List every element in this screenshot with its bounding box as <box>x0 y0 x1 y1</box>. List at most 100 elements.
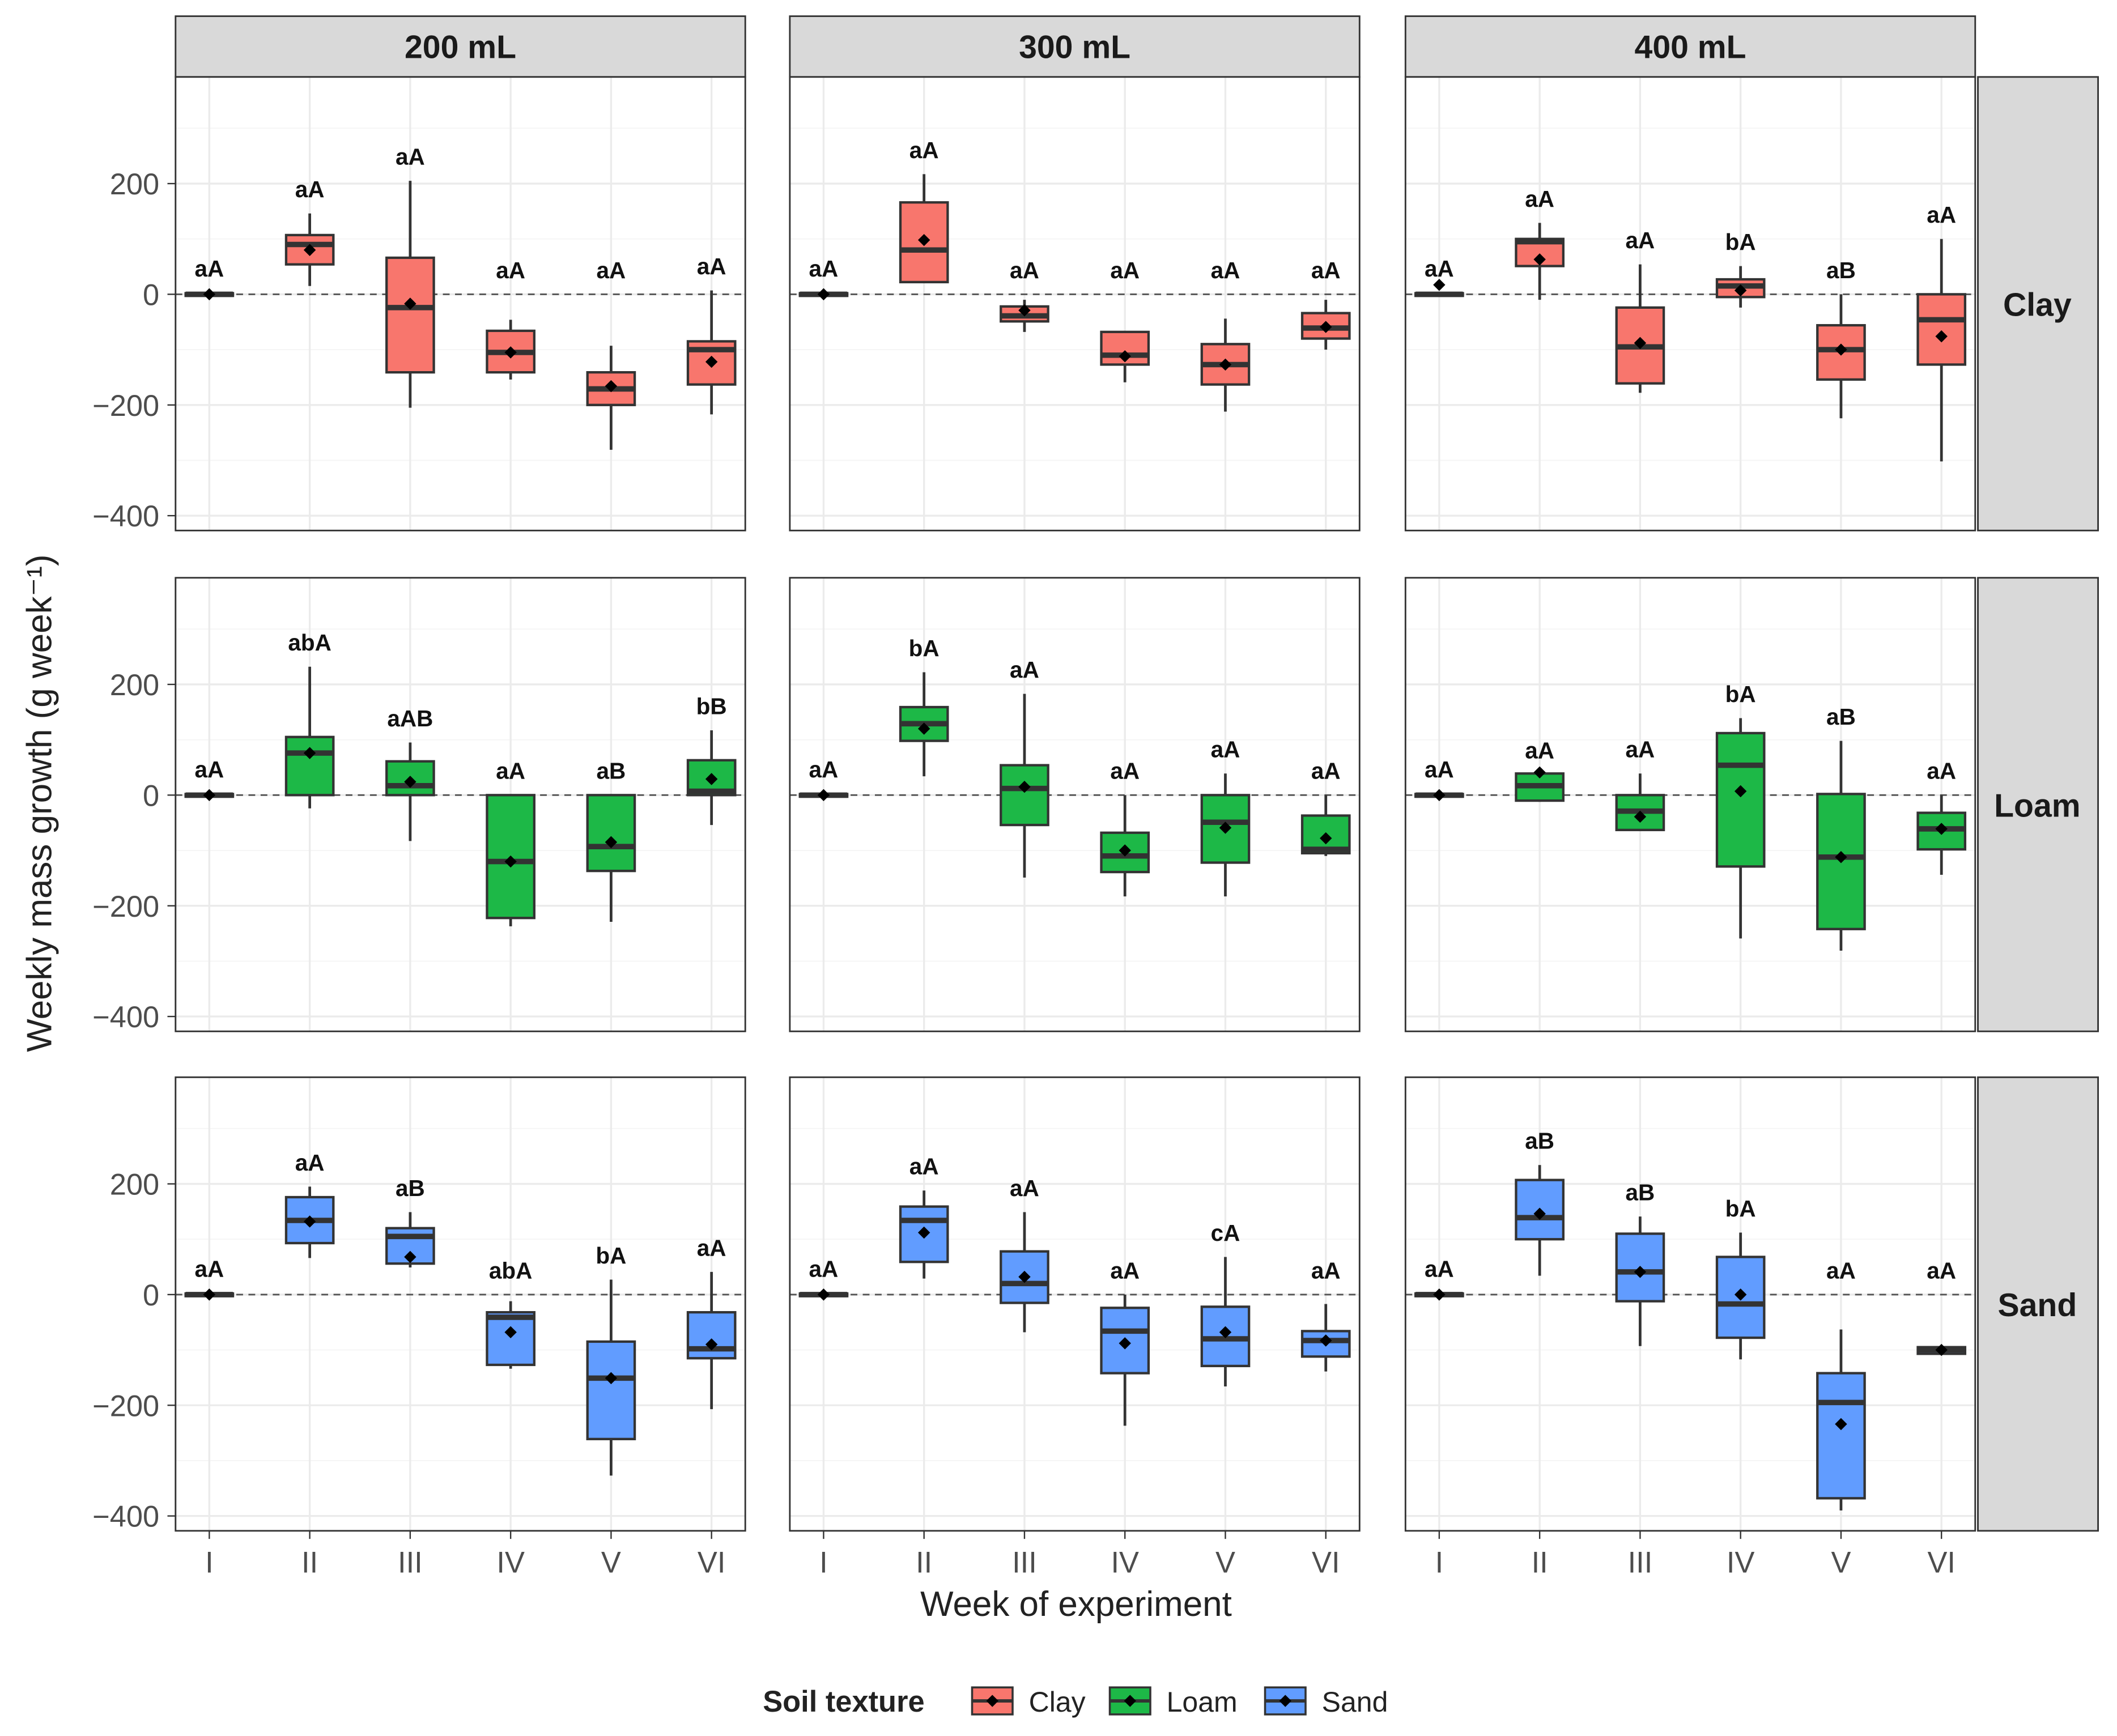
panel-background <box>1405 577 1975 1032</box>
x-axis-title: Week of experiment <box>920 1585 1232 1624</box>
x-tick-label: III <box>1628 1547 1653 1580</box>
mean-point <box>1935 1343 1948 1356</box>
significance-letter: aA <box>295 176 325 202</box>
mean-point <box>303 747 316 759</box>
mean-point <box>705 773 718 785</box>
panel-clay-200ml: aA aA aA aA aA aA <box>175 76 746 531</box>
y-tick-label: −400 <box>92 500 159 533</box>
panel-background <box>789 1077 1360 1531</box>
significance-letter: abA <box>288 629 331 656</box>
x-tick-label: I <box>819 1547 828 1580</box>
panel-background <box>175 577 746 1032</box>
significance-letter: aA <box>1311 758 1341 784</box>
facet-col-label: 300 mL <box>1019 29 1130 65</box>
panel-background <box>175 1077 746 1531</box>
legend-label: Clay <box>1029 1686 1086 1718</box>
mean-point <box>504 855 517 868</box>
significance-letter: aA <box>697 1235 726 1261</box>
significance-letter: aA <box>496 758 525 784</box>
significance-letter: aA <box>194 1256 224 1282</box>
panel-background <box>789 577 1360 1032</box>
y-tick-label: 200 <box>110 1169 159 1202</box>
panel-border <box>1404 577 1976 1032</box>
mean-point <box>1018 780 1031 793</box>
significance-letter: cA <box>1211 1220 1240 1246</box>
mean-point <box>1835 1418 1847 1431</box>
facet-col-label: 200 mL <box>405 29 516 65</box>
panel-sand-200ml: aA aA aB abA bA aA <box>175 1076 746 1532</box>
x-tick-label: VI <box>1927 1547 1956 1580</box>
y-tick-label: 200 <box>110 669 159 702</box>
panel-clay-300ml: aA aA aA aA aA aA <box>789 76 1361 531</box>
x-tick-label: II <box>916 1547 932 1580</box>
box <box>586 1340 636 1441</box>
mean-point <box>1433 279 1446 291</box>
panel-border <box>175 1076 746 1532</box>
box <box>486 1311 535 1367</box>
significance-letter: bA <box>1725 1195 1756 1222</box>
y-tick-label: −400 <box>92 1001 159 1034</box>
mean-point <box>1320 321 1332 333</box>
mean-point <box>917 1226 930 1239</box>
significance-letter: aB <box>1525 1128 1554 1154</box>
mean-point <box>817 789 830 802</box>
panel-background <box>1405 1077 1975 1531</box>
mean-point <box>605 836 618 849</box>
significance-letter: aA <box>597 257 626 283</box>
significance-letter: aA <box>396 144 425 170</box>
mean-point <box>705 1338 718 1351</box>
panel-background <box>789 76 1360 531</box>
significance-letter: aA <box>194 256 224 282</box>
mean-point <box>203 789 216 802</box>
significance-letter: aA <box>1311 1257 1341 1283</box>
panel-sand-400ml: aA aB aB bA aA aA <box>1404 1076 1976 1532</box>
panel-border <box>789 1076 1361 1532</box>
panel-sand-300ml: aA aA aA aA cA aA <box>789 1076 1361 1532</box>
significance-letter: aB <box>597 758 626 784</box>
significance-letter: aA <box>909 137 939 163</box>
x-tick-label: III <box>398 1547 423 1580</box>
significance-letter: aA <box>697 253 726 279</box>
significance-letter: bA <box>596 1243 626 1269</box>
box <box>385 256 435 374</box>
significance-letter: aA <box>1425 256 1454 282</box>
mean-point <box>1533 766 1546 779</box>
significance-letter: aA <box>1525 738 1554 764</box>
significance-letter: bA <box>909 635 940 661</box>
mean-point <box>1119 844 1131 857</box>
significance-letter: bA <box>1725 229 1756 255</box>
y-tick-label: −200 <box>92 891 159 924</box>
box <box>586 794 636 873</box>
mean-point <box>303 1215 316 1228</box>
significance-letter: aA <box>1826 1257 1856 1283</box>
mean-point <box>1533 1207 1546 1220</box>
mean-point <box>1119 350 1131 363</box>
significance-letter: aA <box>1425 756 1454 782</box>
legend-key-mean <box>1279 1695 1291 1707</box>
legend-label: Loam <box>1167 1686 1238 1718</box>
mean-point <box>203 288 216 301</box>
panel-border <box>1404 1076 1976 1532</box>
x-tick-label: III <box>1012 1547 1037 1580</box>
panel-clay-400ml: aA aA aA bA aB aA <box>1404 76 1976 531</box>
significance-letter: abA <box>489 1257 533 1283</box>
x-tick-label: II <box>301 1547 318 1580</box>
mean-point <box>1533 253 1546 266</box>
mean-point <box>817 288 830 301</box>
significance-letter: aA <box>194 756 224 782</box>
significance-letter: aB <box>1826 257 1856 283</box>
facet-strip-col <box>175 15 746 78</box>
significance-letter: aA <box>809 1256 839 1282</box>
mean-point <box>1119 1337 1131 1350</box>
legend-title: Soil texture <box>763 1686 924 1718</box>
mean-point <box>1433 1288 1446 1301</box>
panel-border <box>789 76 1361 531</box>
panel-loam-200ml: aA abA aAB aA aB bB <box>175 577 746 1032</box>
y-tick-label: 0 <box>143 780 159 812</box>
box <box>1916 293 1967 366</box>
mean-point <box>1320 832 1332 845</box>
significance-letter: aA <box>1010 1175 1039 1201</box>
panel-loam-400ml: aA aA aA bA aB aA <box>1404 577 1976 1032</box>
significance-letter: aA <box>1927 758 1956 784</box>
facet-col-label: 400 mL <box>1635 29 1746 65</box>
